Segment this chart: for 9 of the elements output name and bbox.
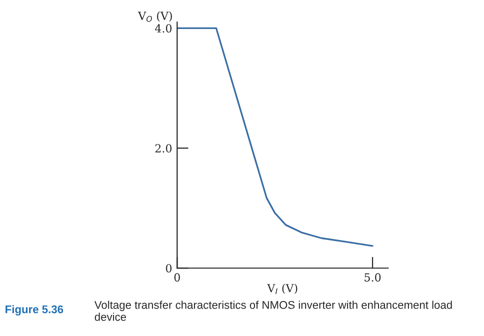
y-axis-title: V$_{O}$ (V): [138, 11, 172, 22]
text: Voltage transfer characteristics of NMOS inverter with enhancement load device: [94, 300, 452, 321]
x-axis-title: V$_{I}$ (V): [267, 284, 298, 294]
y-tick-label: 4.0: [154, 24, 172, 33]
y-tick-label: 2.0: [155, 144, 172, 153]
line-series: [177, 27, 374, 247]
y-tick-label: 0: [166, 264, 172, 273]
caption: Figure 5.36: [6, 305, 64, 316]
x-tick-label: 5.0: [364, 273, 381, 282]
